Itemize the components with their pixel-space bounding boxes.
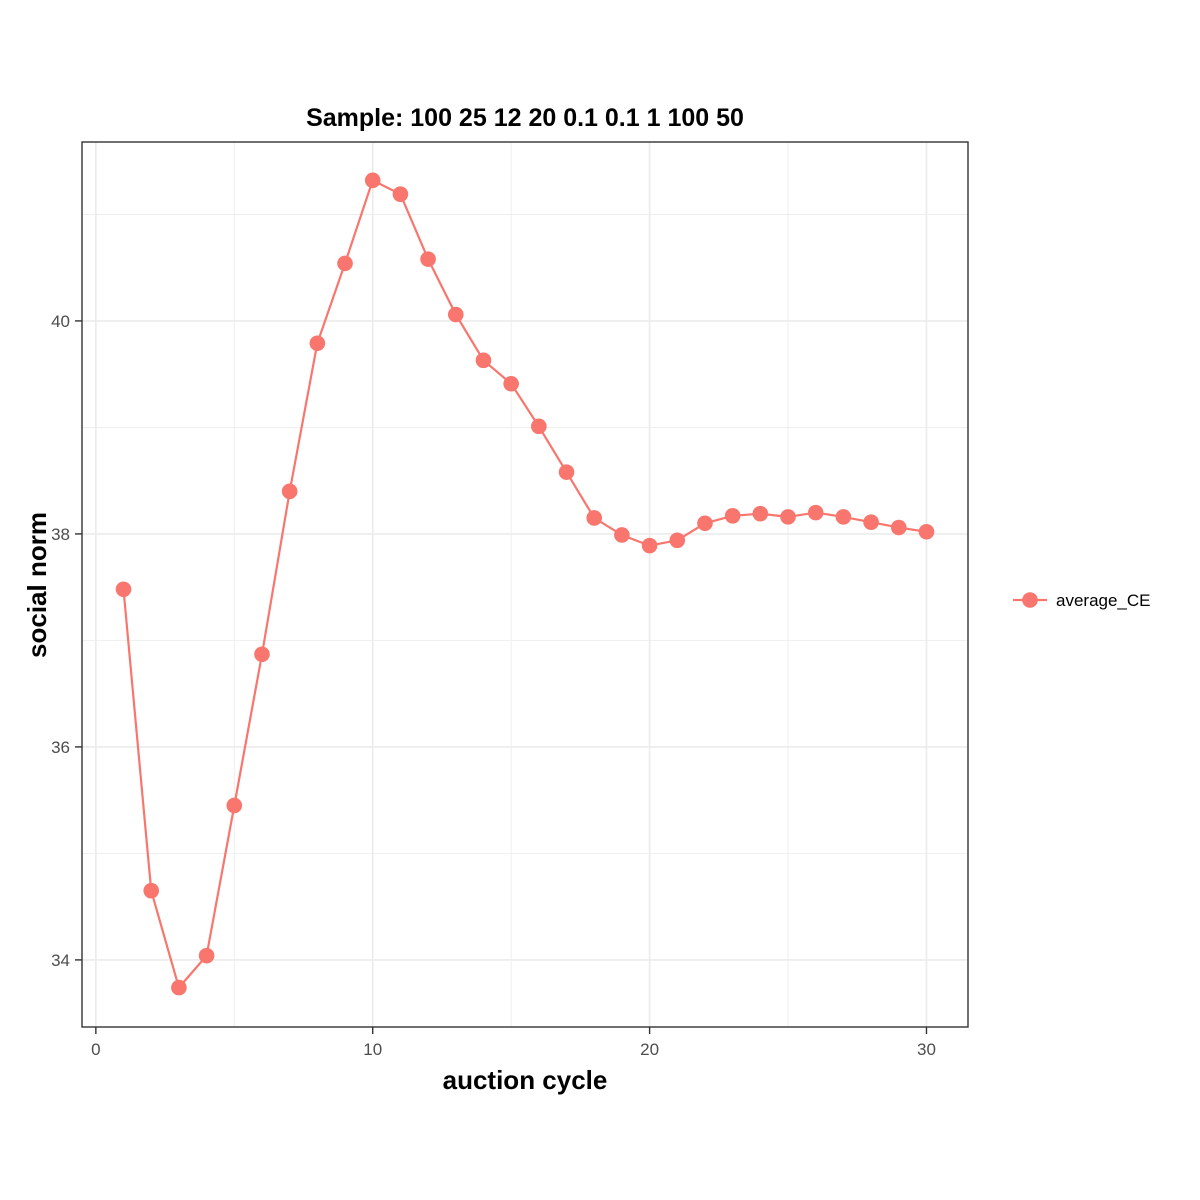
data-point (780, 509, 796, 525)
x-tick-label: 0 (91, 1040, 100, 1059)
data-point (226, 797, 243, 814)
x-tick-label: 10 (363, 1040, 382, 1059)
data-point (863, 514, 879, 530)
data-point (641, 537, 658, 554)
legend-key-point (1022, 592, 1038, 608)
minor-gridlines (82, 142, 968, 1027)
chart-title: Sample: 100 25 12 20 0.1 0.1 1 100 50 (306, 104, 744, 132)
x-tick-label: 30 (917, 1040, 936, 1059)
y-tick-label: 36 (51, 738, 70, 757)
y-axis: 34 36 38 40 (51, 312, 82, 970)
series-layer (115, 172, 935, 996)
legend: average_CE (1013, 591, 1151, 610)
data-point (198, 947, 215, 964)
data-point (807, 504, 824, 521)
data-point (835, 509, 852, 525)
data-point (614, 527, 630, 543)
data-point (337, 255, 353, 272)
data-point (115, 581, 132, 598)
y-tick-label: 34 (51, 951, 70, 970)
data-point (503, 375, 519, 392)
legend-label: average_CE (1056, 591, 1151, 610)
data-point (309, 335, 326, 352)
y-tick-label: 38 (51, 525, 70, 544)
data-point (669, 532, 686, 549)
data-point (531, 418, 547, 435)
y-tick-label: 40 (51, 312, 70, 331)
data-point (697, 515, 713, 532)
data-point (558, 464, 575, 480)
data-point (281, 483, 298, 500)
x-axis: 0 10 20 30 (91, 1027, 936, 1059)
x-tick-label: 20 (640, 1040, 659, 1059)
data-point (171, 979, 187, 996)
data-point (254, 646, 270, 663)
data-point (918, 523, 935, 540)
data-point (447, 306, 464, 323)
plot-panel (82, 142, 968, 1027)
data-point (475, 352, 492, 369)
major-gridlines (82, 142, 968, 1027)
data-point (420, 251, 436, 267)
data-point (364, 172, 381, 189)
data-point (724, 508, 741, 524)
data-point (143, 882, 160, 899)
plot-border (81, 141, 969, 1028)
data-point (586, 510, 603, 526)
data-point (890, 519, 907, 536)
data-point (392, 186, 409, 202)
y-axis-title: social norm (22, 512, 52, 658)
data-point (752, 505, 769, 522)
x-axis-title: auction cycle (443, 1065, 608, 1095)
